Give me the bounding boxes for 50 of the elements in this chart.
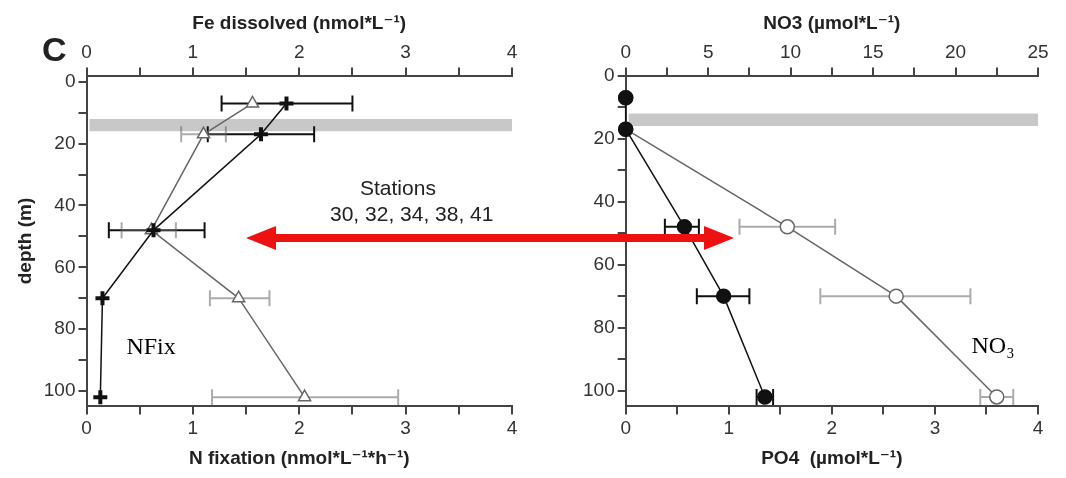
y-tick-label: 40 [54, 193, 76, 215]
x2-tick-label: 3 [400, 41, 411, 63]
x-tick-label: 4 [506, 417, 518, 439]
y-tick-label: 40 [593, 189, 615, 211]
annotation: Stations [360, 176, 436, 200]
x-axis-title: N fixation (nmol*L⁻¹*h⁻¹) [188, 446, 410, 468]
y-tick-label: 80 [593, 315, 615, 337]
x2-axis-title: Fe dissolved (nmol*L⁻¹) [192, 11, 407, 33]
x2-tick-label: 10 [780, 41, 802, 63]
x-tick-label: 1 [187, 417, 199, 439]
y-tick-label: 100 [43, 379, 76, 401]
x-tick-label: 2 [826, 417, 838, 439]
x-axis-title: PO4 (µmol*L⁻¹) [761, 446, 903, 468]
x2-tick-label: 0 [81, 41, 92, 63]
point [277, 94, 296, 113]
x-tick-label: 4 [1032, 417, 1044, 439]
text: C [42, 30, 67, 69]
x-tick-label: 0 [620, 417, 631, 439]
x2-tick-label: 4 [506, 41, 518, 63]
y-tick-label: 100 [583, 378, 615, 400]
x2-tick-label: 1 [187, 41, 199, 63]
x-tick-label: 3 [929, 417, 941, 439]
y-axis-title: depth (m) [13, 197, 35, 285]
x2-tick-label: 2 [293, 41, 305, 63]
series-label: NO₃ [971, 331, 1015, 358]
y-tick-label: 80 [54, 317, 76, 339]
y-tick-label: 60 [54, 255, 76, 277]
x2-tick-label: 0 [620, 41, 631, 63]
point [676, 219, 693, 235]
x-tick-label: 2 [293, 417, 305, 439]
y-tick-label: 60 [593, 252, 615, 274]
point [91, 388, 110, 407]
x2-tick-label: 15 [862, 41, 884, 63]
x-tick-label: 1 [723, 417, 735, 439]
point [93, 289, 112, 308]
x-tick-label: 3 [400, 417, 411, 439]
annotation: 30, 32, 34, 38, 41 [330, 202, 494, 226]
y-tick-label: 0 [604, 63, 615, 85]
x2-tick-label: 20 [944, 41, 967, 63]
x2-tick-label: 25 [1027, 41, 1049, 63]
y-tick-label: 0 [64, 70, 76, 92]
x-tick-label: 0 [81, 417, 92, 439]
x2-tick-label: 5 [702, 41, 714, 63]
y-tick-label: 20 [54, 131, 76, 153]
series-label: NFix [126, 332, 176, 359]
y-tick-label: 20 [593, 126, 615, 148]
x2-axis-title: NO3 (µmol*L⁻¹) [763, 11, 901, 33]
point [251, 125, 270, 144]
point [715, 288, 732, 304]
point [144, 221, 163, 240]
